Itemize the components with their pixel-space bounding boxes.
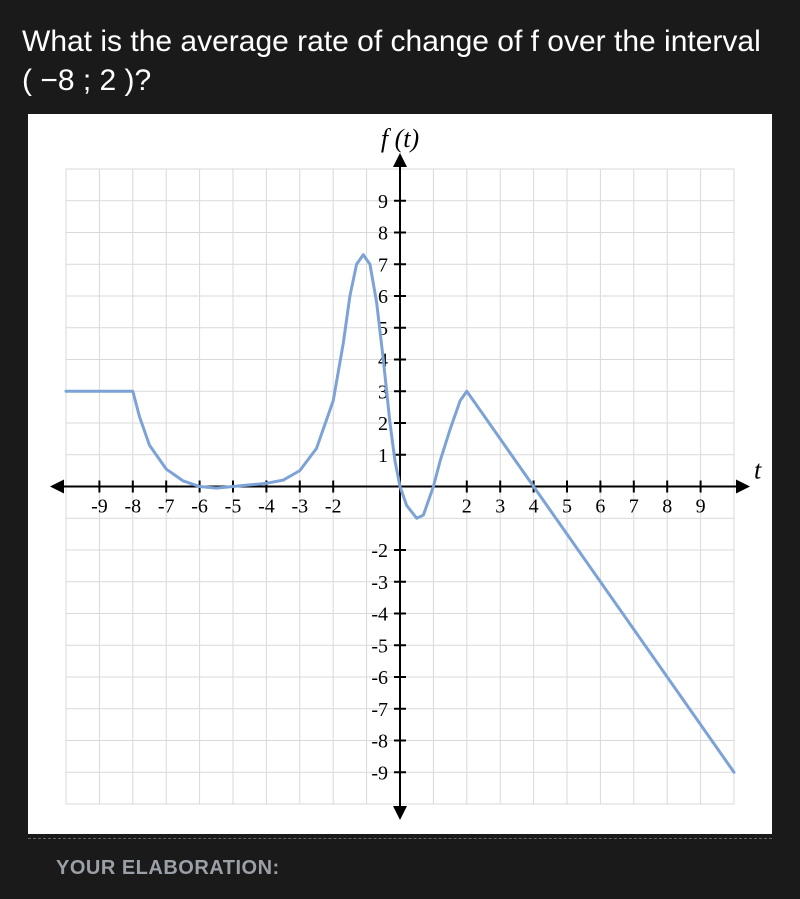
svg-text:-2: -2 — [371, 540, 388, 562]
svg-text:-4: -4 — [258, 496, 275, 518]
svg-text:8: 8 — [662, 496, 672, 518]
svg-text:3: 3 — [495, 496, 505, 518]
svg-text:-8: -8 — [371, 731, 388, 753]
svg-text:t: t — [754, 456, 762, 485]
svg-text:2: 2 — [462, 496, 472, 518]
svg-text:2: 2 — [378, 413, 388, 435]
svg-text:1: 1 — [378, 445, 388, 467]
svg-text:8: 8 — [378, 223, 388, 245]
svg-text:-5: -5 — [371, 635, 388, 657]
svg-text:6: 6 — [378, 286, 388, 308]
elaboration-label: YOUR ELABORATION: — [28, 838, 772, 880]
svg-text:9: 9 — [378, 191, 388, 213]
svg-text:-8: -8 — [124, 496, 141, 518]
svg-text:-6: -6 — [191, 496, 208, 518]
svg-text:f (t): f (t) — [381, 124, 419, 153]
svg-text:-3: -3 — [291, 496, 308, 518]
svg-text:-2: -2 — [325, 496, 342, 518]
svg-text:-9: -9 — [91, 496, 108, 518]
svg-text:7: 7 — [378, 254, 388, 276]
svg-text:-9: -9 — [371, 762, 388, 784]
svg-text:-7: -7 — [371, 699, 388, 721]
svg-text:9: 9 — [696, 496, 706, 518]
chart-panel: -9-8-7-6-5-4-3-223456789123456789-2-3-4-… — [28, 114, 772, 834]
question-text: What is the average rate of change of f … — [0, 0, 800, 114]
svg-text:5: 5 — [562, 496, 572, 518]
svg-text:6: 6 — [595, 496, 605, 518]
problem-container: What is the average rate of change of f … — [0, 0, 800, 899]
svg-text:-7: -7 — [158, 496, 175, 518]
function-chart: -9-8-7-6-5-4-3-223456789123456789-2-3-4-… — [38, 124, 762, 824]
svg-text:-6: -6 — [371, 667, 388, 689]
svg-text:7: 7 — [629, 496, 639, 518]
svg-text:-4: -4 — [371, 604, 388, 626]
svg-text:-5: -5 — [225, 496, 242, 518]
svg-text:4: 4 — [529, 496, 539, 518]
svg-text:-3: -3 — [371, 572, 388, 594]
